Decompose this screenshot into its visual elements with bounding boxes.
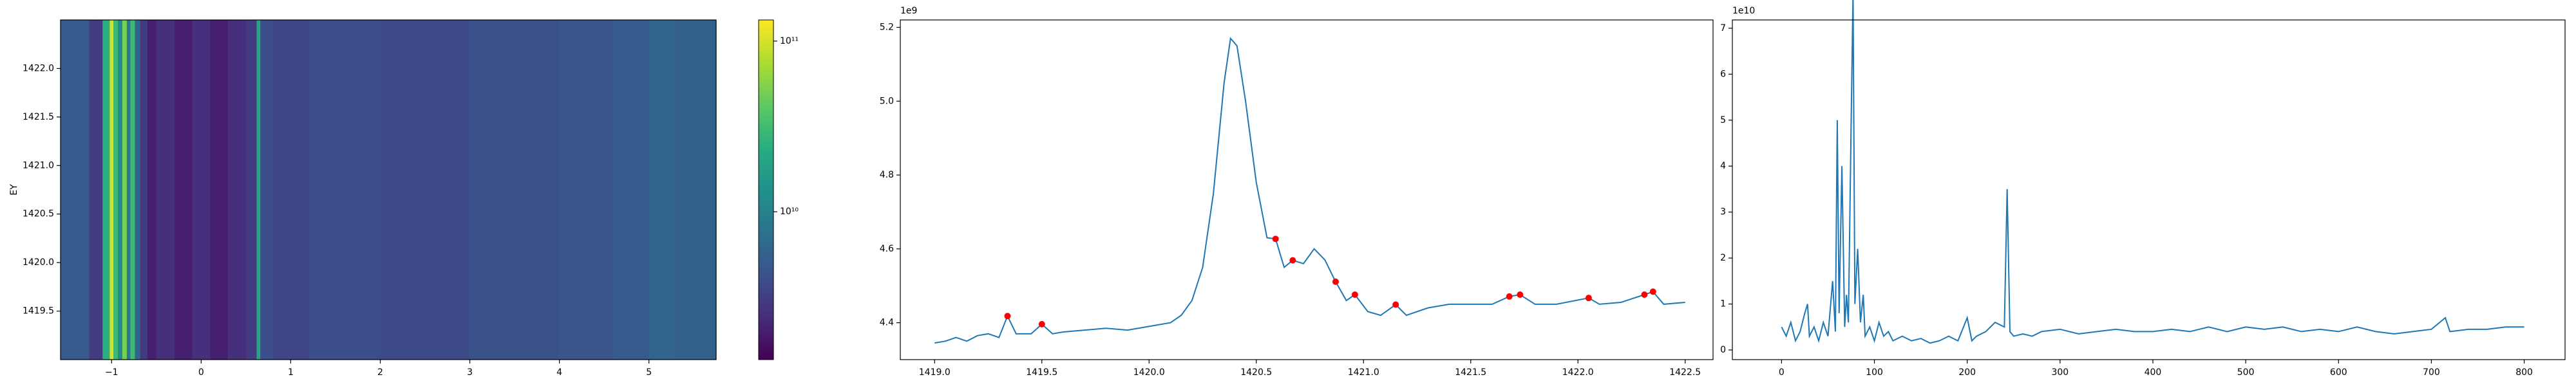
x-tick-label: 5	[646, 367, 652, 378]
y-tick-label: 1420.5	[23, 209, 54, 219]
heatmap-cell	[174, 20, 193, 360]
heatmap-cell	[61, 20, 90, 360]
x-tick-label: 200	[1958, 367, 1976, 378]
y-tick-label: 5	[1720, 115, 1726, 125]
x-tick-label: 500	[2237, 367, 2255, 378]
y-tick-label: 3	[1720, 207, 1726, 217]
x-tick-label: 1421.5	[1455, 367, 1486, 378]
heatmap-cell	[260, 20, 273, 360]
x-tick-label: 0	[1779, 367, 1785, 378]
peak-marker	[1038, 320, 1045, 327]
axis-offset-label: 1e9	[900, 6, 917, 16]
peak-marker	[1517, 291, 1524, 298]
heatmap-cell	[156, 20, 175, 360]
heatmap-cell	[272, 20, 309, 360]
peak-marker	[1392, 301, 1399, 308]
peak-marker	[1649, 288, 1656, 295]
heatmap-cell	[130, 20, 135, 360]
x-tick-label: 600	[2330, 367, 2347, 378]
x-tick-label: 300	[2051, 367, 2069, 378]
x-tick-label: 0	[198, 367, 204, 378]
colorbar	[758, 19, 774, 360]
heatmap-cell	[210, 20, 229, 360]
heatmap-cell	[469, 20, 560, 360]
line-series	[1781, 0, 2524, 344]
peak-marker	[1272, 235, 1279, 243]
y-tick-label: 4.8	[880, 170, 894, 180]
x-tick-label: 1421.0	[1348, 367, 1379, 378]
heatmap-cell	[118, 20, 123, 360]
heatmap-cell	[245, 20, 257, 360]
peak-marker	[1351, 291, 1358, 298]
y-tick-label: 5.2	[880, 22, 894, 32]
heatmap-cell	[122, 20, 128, 360]
x-tick-label: 100	[1866, 367, 1883, 378]
x-tick-label: 2	[377, 367, 383, 378]
x-tick-label: 1419.0	[919, 367, 951, 378]
heatmap-cell	[256, 20, 261, 360]
heatmap-cell	[113, 20, 118, 360]
y-tick-label: 4.4	[880, 318, 894, 328]
peak-marker	[1332, 278, 1339, 285]
heatmap-cell	[89, 20, 103, 360]
heatmap-cell	[308, 20, 381, 360]
y-axis-label: EY	[9, 184, 19, 196]
heatmap-cell	[649, 20, 676, 360]
peak-marker	[1585, 295, 1592, 302]
y-tick-label: 1421.5	[23, 112, 54, 122]
y-tick-label: 5.0	[880, 96, 894, 106]
heatmap-cell	[102, 20, 110, 360]
x-tick-label: 1419.5	[1026, 367, 1057, 378]
x-tick-label: 3	[467, 367, 473, 378]
x-tick-label: 700	[2423, 367, 2440, 378]
y-tick-label: 2	[1720, 253, 1726, 263]
x-tick-label: 1422.0	[1562, 367, 1594, 378]
peak-marker	[1506, 293, 1513, 300]
x-tick-label: 1420.0	[1133, 367, 1165, 378]
y-tick-label: 1421.0	[23, 160, 54, 170]
y-tick-label: 4.6	[880, 244, 894, 254]
heatmap-cell	[228, 20, 247, 360]
y-tick-label: 6	[1720, 69, 1726, 79]
y-tick-label: 7	[1720, 23, 1726, 33]
x-tick-label: 1422.5	[1669, 367, 1701, 378]
y-tick-label: 1419.5	[23, 306, 54, 317]
plot-frame	[900, 19, 1714, 360]
heatmap-cell	[380, 20, 470, 360]
heatmap-cell	[559, 20, 614, 360]
heatmap-cell	[192, 20, 211, 360]
x-tick-label: 4	[556, 367, 562, 378]
heatmap-cell	[147, 20, 157, 360]
plot-frame	[60, 19, 717, 360]
axis-offset-label: 1e10	[1732, 6, 1755, 16]
colorbar-tick-label: 10¹⁰	[780, 207, 799, 217]
plot-frame	[1732, 19, 2566, 360]
heatmap-cell	[109, 20, 114, 360]
peak-marker	[1641, 291, 1648, 298]
y-tick-label: 0	[1720, 345, 1726, 355]
y-tick-label: 1422.0	[23, 63, 54, 73]
heatmap-cell	[126, 20, 131, 360]
colorbar-tick-label: 10¹¹	[780, 36, 799, 46]
heatmap-cell	[140, 20, 148, 360]
y-tick-label: 1420.0	[23, 257, 54, 268]
x-tick-label: 800	[2515, 367, 2533, 378]
heatmap-cell	[613, 20, 649, 360]
x-tick-label: 1	[288, 367, 294, 378]
y-tick-label: 4	[1720, 161, 1726, 171]
heatmap-cell	[676, 20, 717, 360]
x-tick-label: 400	[2145, 367, 2162, 378]
peak-marker	[1289, 257, 1296, 264]
x-tick-label: 1420.5	[1240, 367, 1272, 378]
x-tick-label: −1	[105, 367, 118, 378]
y-tick-label: 1	[1720, 299, 1726, 309]
heatmap-cell	[135, 20, 141, 360]
peak-marker	[1004, 313, 1011, 320]
